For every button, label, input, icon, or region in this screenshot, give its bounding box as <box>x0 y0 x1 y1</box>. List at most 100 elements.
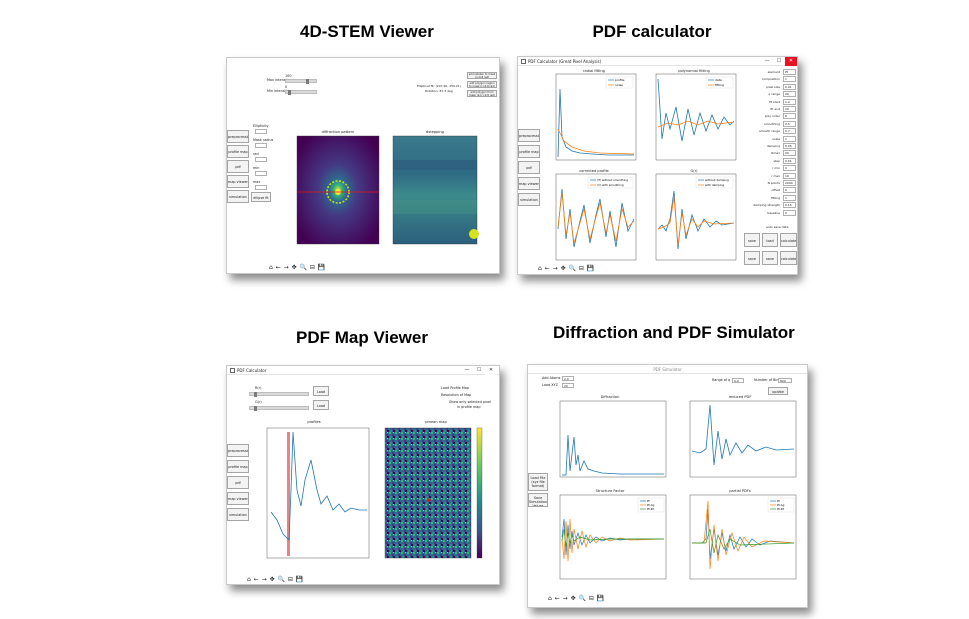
map-right-info-3: in profile map <box>457 405 481 409</box>
param-field[interactable]: 1.2 <box>783 98 796 105</box>
param-field[interactable]: 1 <box>783 135 796 142</box>
sim-top-field-3[interactable]: 800 <box>778 378 792 383</box>
mask-button-a[interactable]: add sidebar to mask (r<0.8 rad) <box>467 72 497 79</box>
map-side-btn-profile-map[interactable]: profile map <box>227 460 249 473</box>
pdf-side-btn-map-viewer[interactable]: map viewer <box>518 177 540 190</box>
pdf-toolbar[interactable]: ⌂ ← → ✥ 🔍 ⊟ 💾 <box>538 265 595 272</box>
param-field[interactable]: 0 <box>783 187 796 194</box>
pdf-side-btn-simulation[interactable]: simulation <box>518 193 540 206</box>
sim-toolbar[interactable]: ⌂ ← → ✥ 🔍 ⊟ 💾 <box>548 595 605 602</box>
stepping-map-title: dstepping <box>426 130 444 134</box>
pdf-side-btn-pdf[interactable]: pdf <box>518 161 540 174</box>
stem-left-field-4[interactable] <box>255 185 267 190</box>
param-label: smooth range <box>759 129 780 134</box>
param-row: Rmax 20 <box>746 150 797 157</box>
side-btn-preprocessing[interactable]: preprocessing <box>227 130 249 143</box>
param-field[interactable]: 0.01 <box>783 83 796 90</box>
minimize-button[interactable]: — <box>764 58 770 64</box>
sim-top-field-0[interactable]: 2.0 <box>562 376 574 381</box>
map-close-button[interactable]: ✕ <box>485 366 497 375</box>
map-slider-btn-0[interactable]: Load <box>313 386 329 396</box>
pdf-btn-1[interactable]: load <box>762 233 778 247</box>
param-field[interactable]: 0.15 <box>783 202 796 209</box>
pdf-btn-4[interactable]: save <box>762 251 778 265</box>
param-field[interactable]: 0.05 <box>783 143 796 149</box>
map-side-btn-pdf[interactable]: pdf <box>227 476 249 489</box>
ellipse-fit-button[interactable]: ellipse fit <box>251 192 271 202</box>
map-slider-1[interactable] <box>249 406 309 411</box>
sim-titlebar: PDF Simulator <box>528 365 807 374</box>
map-minimize-button[interactable]: — <box>464 367 470 373</box>
legend-noise: noise <box>615 83 623 87</box>
map-window-title: PDF Calculator <box>237 368 267 373</box>
close-button[interactable]: ✕ <box>785 57 797 66</box>
sim-update-button[interactable]: update <box>768 387 788 395</box>
param-field[interactable]: 20 <box>783 150 796 157</box>
side-btn-simulation[interactable]: simulation <box>227 190 249 203</box>
map-titlebar: PDF Calculator <box>227 366 499 375</box>
param-field[interactable]: 2000 <box>783 180 796 186</box>
min-intensity-slider[interactable] <box>285 90 317 95</box>
param-label: baseline <box>767 210 780 215</box>
pdf-btn-0[interactable]: save <box>744 233 760 247</box>
param-field[interactable]: 0.01 <box>783 157 796 164</box>
param-field[interactable]: 0.7 <box>783 128 796 135</box>
stem-left-field-2[interactable] <box>255 157 267 162</box>
gr-plot: G(r) without damping with damping <box>648 169 740 269</box>
param-field[interactable]: 6 <box>783 113 796 120</box>
map-side-btn-map-viewer[interactable]: map viewer <box>227 492 249 505</box>
diffraction-pattern-title: diffraction pattern <box>321 130 355 134</box>
pdf-calculator-window: PDF Calculator (Great Pixel Analysis) — … <box>517 56 798 275</box>
auto-save-checkbox[interactable]: auto save data <box>766 225 789 229</box>
legend-with-smoothing: l(r) with smoothing <box>597 183 624 187</box>
param-row: pixel size 0.01 <box>746 83 797 91</box>
map-maximize-button[interactable]: ☐ <box>476 367 482 373</box>
min-intensity-value: 0 <box>285 85 288 89</box>
map-side-btn-simulation[interactable]: simulation <box>227 508 249 521</box>
param-field[interactable]: 0.5 <box>783 120 796 127</box>
pdf-btn-2[interactable]: calculate <box>780 233 797 247</box>
param-row: fitting 1 <box>746 194 797 202</box>
stem-left-label-4: max <box>253 180 261 184</box>
mask-button-c[interactable]: add polygon from mask (2<r<0.8 rad) <box>467 90 497 97</box>
side-btn-map-viewer[interactable]: map viewer <box>227 175 249 188</box>
param-field[interactable]: 1 <box>783 194 796 201</box>
param-field[interactable]: 10 <box>783 106 796 112</box>
map-toolbar[interactable]: ⌂ ← → ✥ 🔍 ⊟ 💾 <box>247 576 304 583</box>
pdf-btn-5[interactable]: calculate <box>780 251 797 265</box>
pdf-btn-3[interactable]: save <box>744 251 760 265</box>
sim-top-field-2[interactable]: 0.0 <box>732 378 744 383</box>
mask-button-b[interactable]: add polygon region to mask (r<0.8 rad) <box>467 81 497 88</box>
max-intensity-slider[interactable] <box>285 79 317 84</box>
pdf-side-btn-profile-map[interactable]: profile map <box>518 145 540 158</box>
diffraction-title: Diffraction <box>600 395 620 399</box>
param-label: scale <box>772 136 780 141</box>
side-btn-profile-map[interactable]: profile map <box>227 145 249 158</box>
param-row: step 0.01 <box>746 157 797 165</box>
param-field[interactable]: 0 <box>783 209 796 216</box>
stem-left-field-3[interactable] <box>255 171 267 176</box>
pdf-titlebar: PDF Calculator (Great Pixel Analysis) <box>518 57 797 66</box>
maximize-button[interactable]: ☐ <box>776 58 782 64</box>
stem-left-field-0[interactable] <box>255 129 267 134</box>
stem-toolbar[interactable]: ⌂ ← → ✥ 🔍 ⊟ 💾 <box>269 264 326 271</box>
side-btn-pdf[interactable]: pdf <box>227 160 249 173</box>
sim-side-btn-load[interactable]: Load File (xyz file format) <box>528 473 548 491</box>
param-field[interactable]: 10 <box>783 172 796 179</box>
map-slider-0[interactable] <box>249 392 309 397</box>
map-slider-btn-1[interactable]: Load <box>313 400 329 410</box>
param-row: fit start 1.2 <box>746 98 797 106</box>
param-field[interactable]: Pt <box>783 69 796 75</box>
sim-top-field-1[interactable]: 20 <box>562 383 574 388</box>
sim-side-btn-save[interactable]: Save Simulation Values <box>528 493 548 507</box>
param-field[interactable]: 20 <box>783 91 796 98</box>
pdf-side-btn-preprocessing[interactable]: preprocessing <box>518 129 540 142</box>
radial-fitting-title: radial fitting <box>583 69 605 73</box>
param-field[interactable]: 1 <box>783 76 796 83</box>
stem-left-field-1[interactable] <box>255 143 267 148</box>
corrected-profile-plot: corrected profile l(f) without smoothing… <box>548 169 640 269</box>
param-label: composition <box>761 77 780 82</box>
param-field[interactable]: 0 <box>783 165 796 172</box>
map-side-btn-preprocessing[interactable]: preprocessing <box>227 444 249 457</box>
radial-fitting-plot: radial fitting profile noise <box>548 69 640 169</box>
